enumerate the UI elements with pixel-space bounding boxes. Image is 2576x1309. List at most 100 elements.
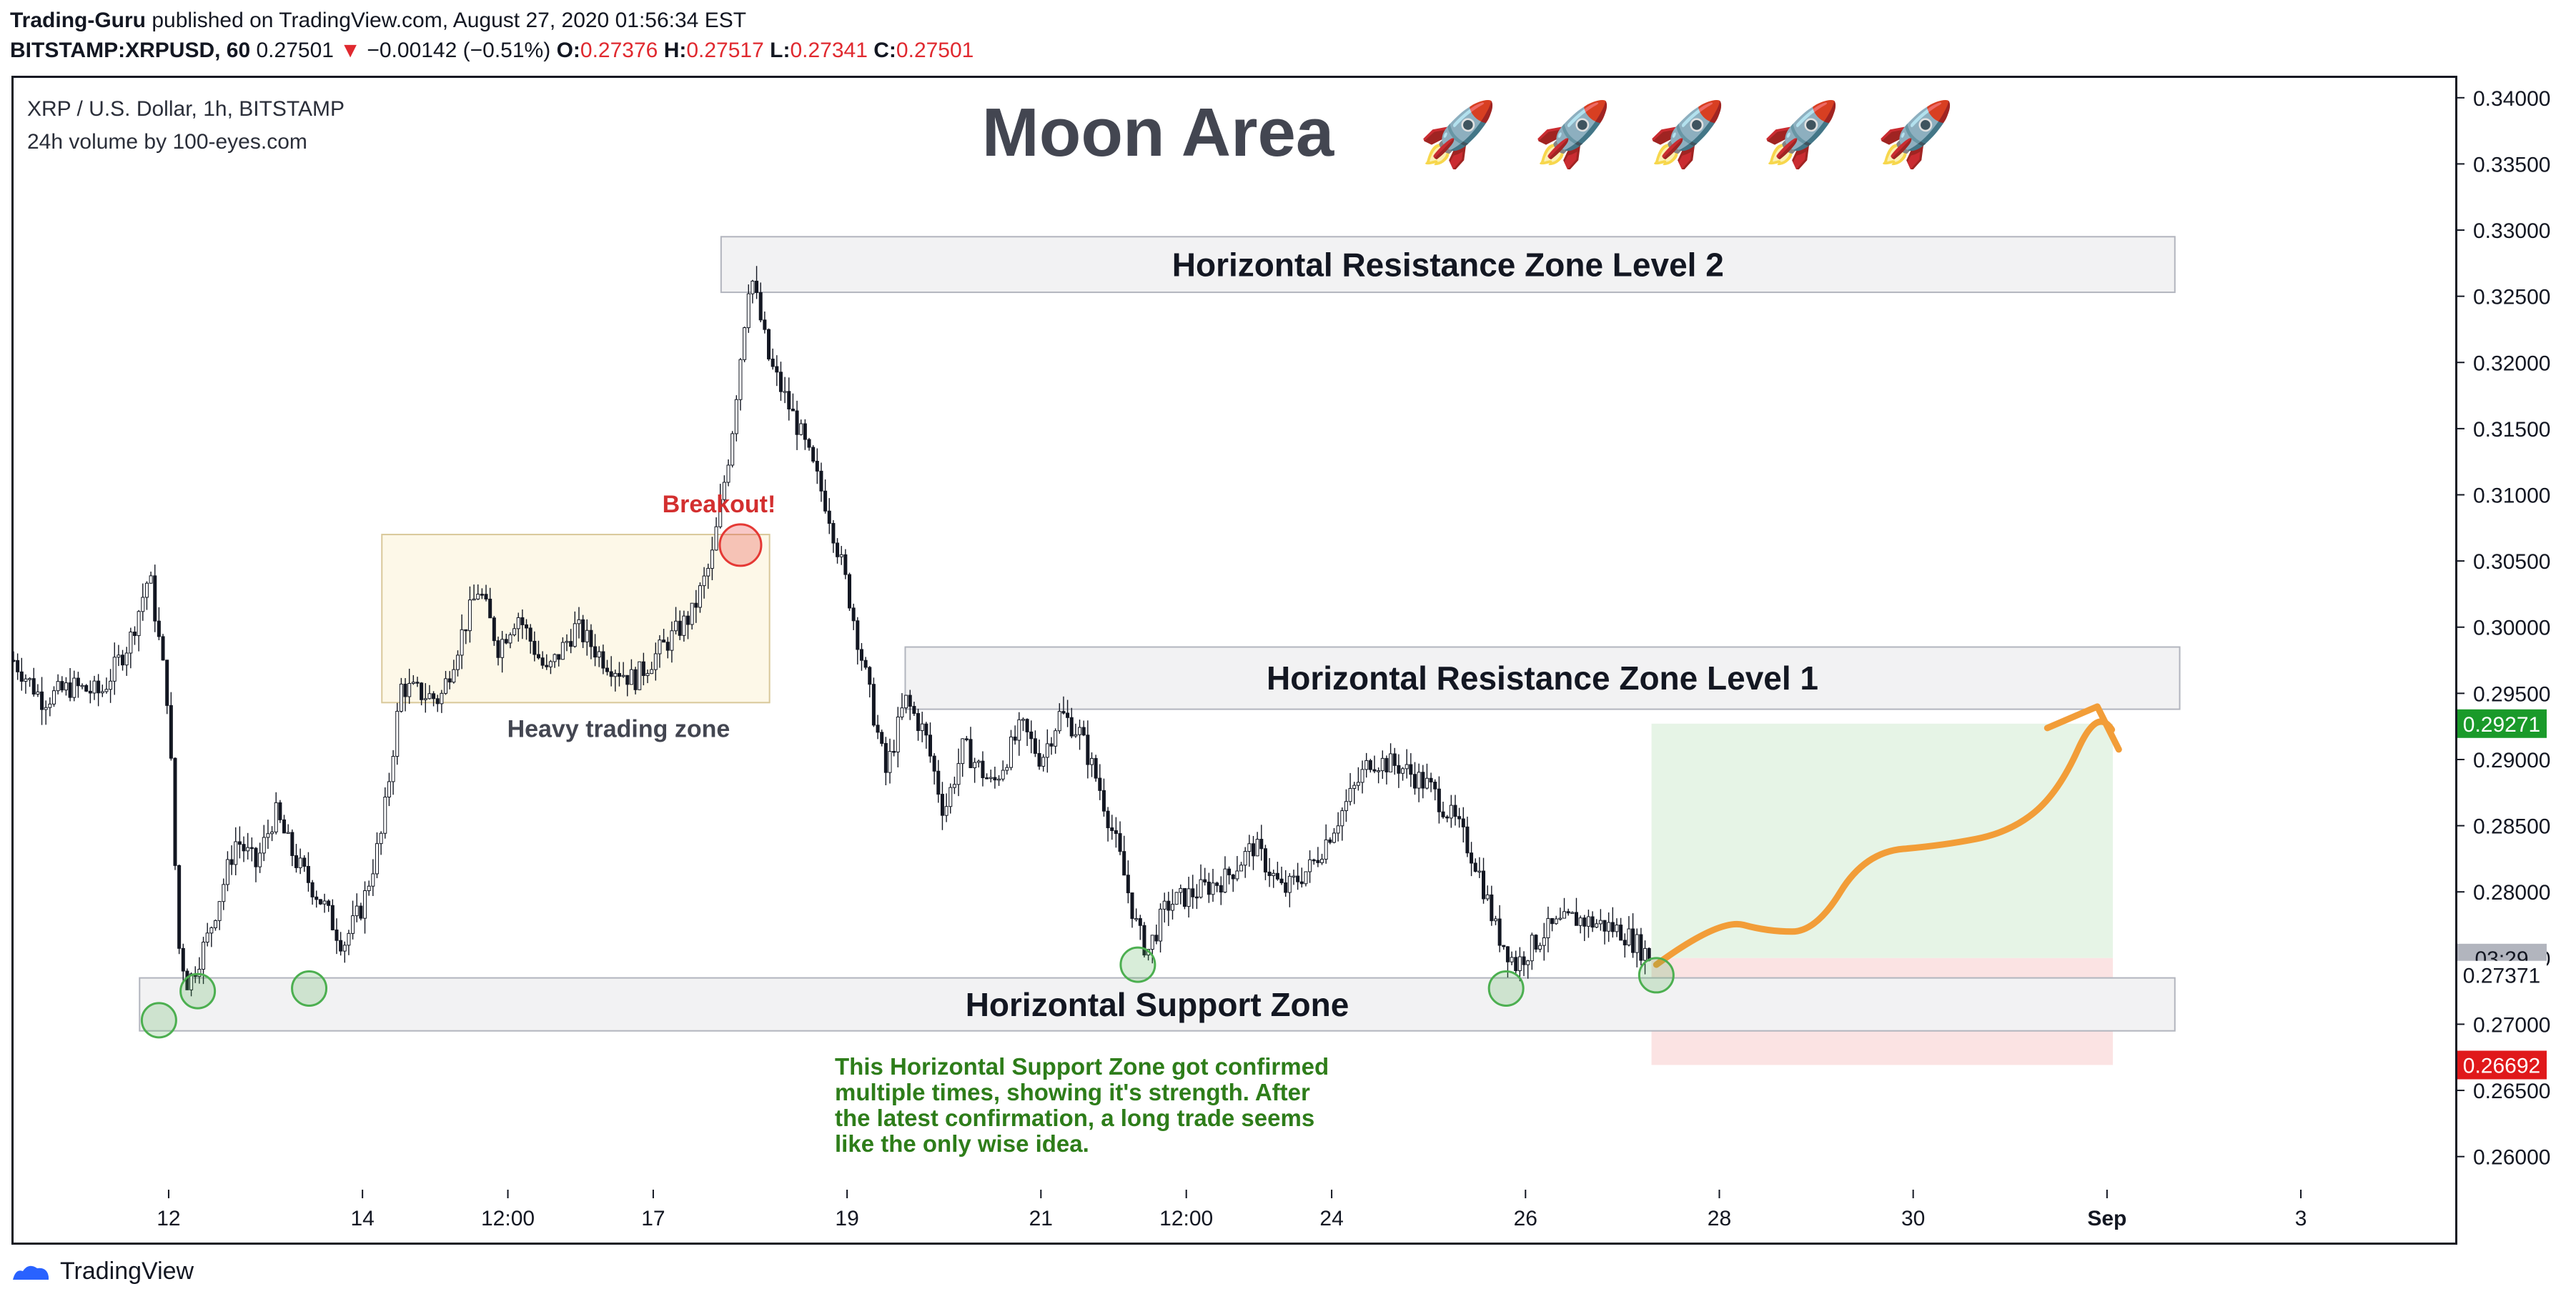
candle-body	[823, 490, 828, 512]
candle-body	[896, 716, 900, 752]
candle-body	[581, 619, 585, 642]
candle-body	[1025, 719, 1029, 732]
candle-body	[129, 631, 133, 654]
resistance1-zone[interactable]	[904, 646, 2181, 710]
candle-body	[339, 940, 343, 952]
y-tick-label: 0.29500	[2473, 682, 2550, 706]
candle-body	[1179, 887, 1183, 893]
candle-body	[1219, 885, 1223, 893]
candle-body	[28, 678, 32, 680]
candle-body	[209, 927, 214, 934]
candle-body	[88, 690, 92, 694]
candle-body	[112, 657, 117, 682]
candle-body	[258, 852, 262, 867]
y-tick-label: 0.31000	[2473, 484, 2550, 508]
candle-body	[1279, 878, 1284, 883]
open-value: 0.27376	[580, 39, 658, 62]
candle-body	[1199, 879, 1203, 898]
support-touch-circle[interactable]	[291, 970, 328, 1007]
y-tick-label: 0.33500	[2473, 153, 2550, 176]
candle-body	[1227, 868, 1232, 875]
projection-curve[interactable]	[1653, 718, 2116, 968]
candle-body	[144, 582, 149, 598]
rocket-icon: 🚀	[1419, 99, 1497, 170]
support-touch-circle[interactable]	[179, 972, 217, 1010]
candle-body	[1304, 871, 1308, 885]
candle-body	[1574, 912, 1578, 926]
candle-body	[621, 675, 625, 677]
candle-body	[379, 832, 383, 845]
candle-body	[730, 433, 735, 466]
ohlc-line: BITSTAMP:XRPUSD, 60 0.27501 ▼ −0.00142 (…	[10, 36, 974, 66]
candle-body	[1057, 711, 1061, 732]
candle-body	[1570, 912, 1575, 914]
candle-body	[1477, 870, 1482, 873]
candle-body	[476, 594, 480, 599]
candle-body	[1344, 801, 1348, 812]
tradingview-footer[interactable]: TradingView	[10, 1258, 194, 1285]
candle-body	[871, 684, 876, 726]
candle-body	[1231, 874, 1235, 880]
candle-body	[1482, 870, 1486, 900]
candle-body	[455, 654, 460, 670]
support-touch-circle[interactable]	[1638, 957, 1675, 994]
candle-body	[1631, 928, 1635, 953]
candle-body	[464, 629, 468, 632]
author-name[interactable]: Trading-Guru	[10, 9, 146, 32]
candle-body	[565, 641, 569, 643]
support-zone-label: Horizontal Support Zone	[966, 986, 1349, 1023]
candle-body	[548, 661, 553, 667]
candle-body	[1364, 760, 1369, 770]
candle-body	[1356, 782, 1360, 786]
support-zone[interactable]	[139, 977, 2176, 1032]
low-value: 0.27341	[790, 39, 868, 62]
y-tick-label: 0.32500	[2473, 286, 2550, 309]
candle-body	[961, 738, 965, 765]
x-tick-label: 3	[2295, 1207, 2307, 1230]
candle-body	[1610, 922, 1615, 932]
candle-body	[1522, 956, 1526, 965]
support-touch-circle[interactable]	[1119, 946, 1156, 983]
candle-body	[137, 611, 141, 637]
candle-body	[48, 703, 52, 708]
candle-body	[726, 464, 730, 483]
support-touch-circle[interactable]	[140, 1002, 177, 1039]
breakout-circle[interactable]	[718, 523, 763, 567]
close-label: C:	[873, 39, 896, 62]
candle-body	[1534, 935, 1538, 950]
target-zone[interactable]	[1651, 723, 2113, 958]
candle-body	[573, 623, 577, 647]
candle-body	[617, 672, 621, 677]
candle-body	[516, 617, 520, 629]
candle-body	[399, 683, 403, 712]
candle-body	[1493, 918, 1497, 922]
candle-body	[415, 682, 420, 684]
candle-body	[246, 847, 250, 852]
resistance2-zone[interactable]	[720, 236, 2176, 294]
candle-body	[625, 675, 630, 685]
candle-body	[1223, 868, 1227, 893]
candle-body	[856, 620, 860, 650]
candle-body	[1441, 811, 1445, 817]
candle-body	[423, 698, 427, 700]
candle-body	[1296, 875, 1300, 882]
candle-body	[290, 832, 294, 857]
candle-body	[1352, 785, 1357, 789]
candle-body	[746, 293, 750, 329]
candle-body	[880, 732, 884, 744]
candle-body	[1457, 816, 1462, 820]
support-touch-circle[interactable]	[1487, 970, 1525, 1007]
candle-body	[1272, 872, 1276, 877]
candle-body	[1389, 753, 1393, 772]
candle-body	[1320, 858, 1324, 863]
candle-body	[993, 777, 997, 781]
low-label: L:	[770, 39, 791, 62]
chart-title: Moon Area	[982, 94, 1334, 171]
consolidation-zone[interactable]	[381, 534, 771, 704]
candle-body	[1619, 925, 1623, 941]
price-label-plain: 0.27371	[2463, 965, 2540, 988]
candle-body	[763, 319, 767, 330]
candle-body	[1421, 772, 1425, 789]
candle-body	[1037, 752, 1041, 767]
